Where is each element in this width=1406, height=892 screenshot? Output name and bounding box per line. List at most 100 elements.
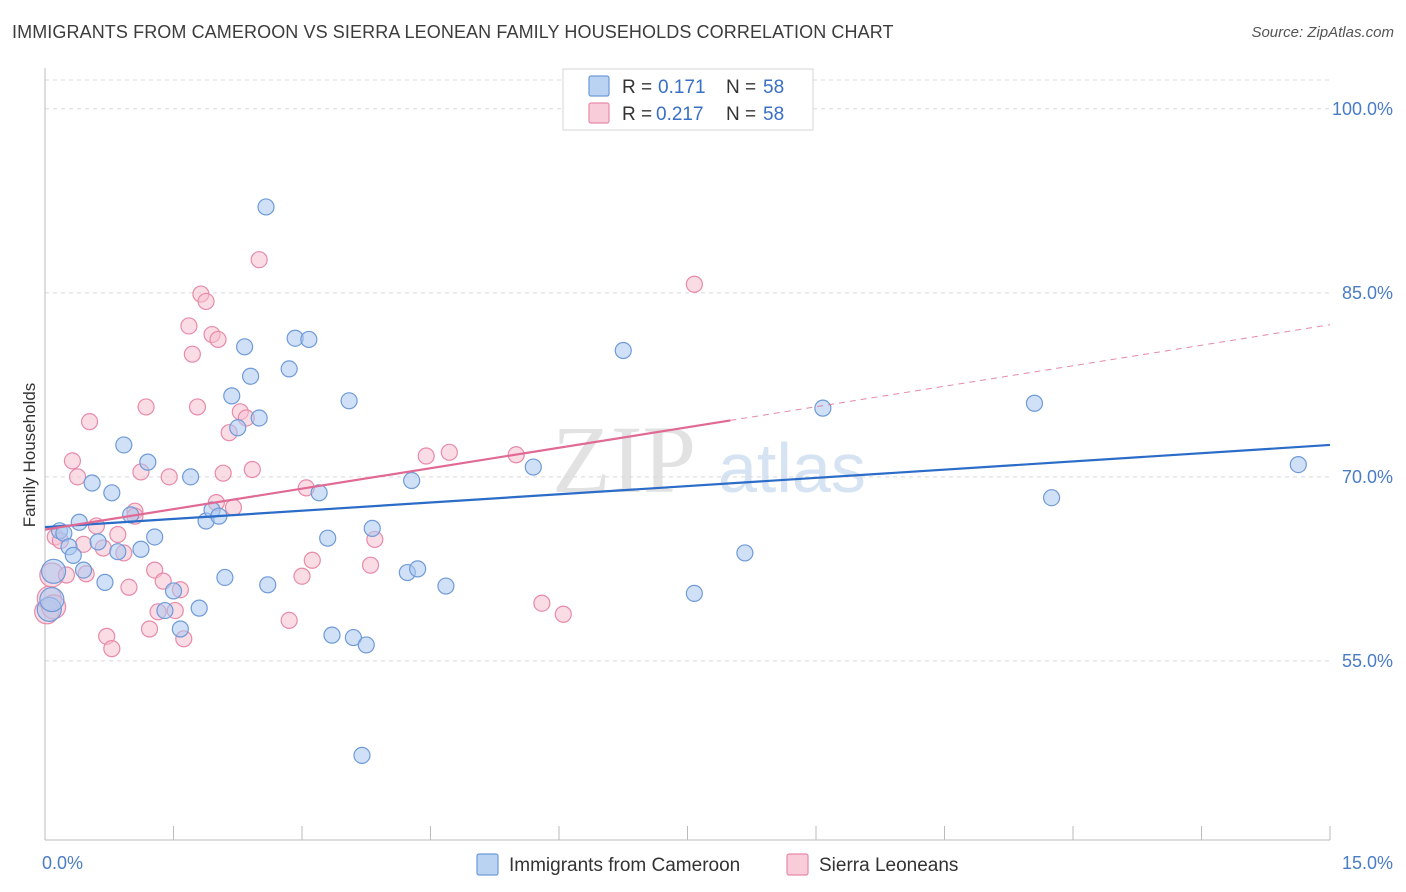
- legend-r-label: R =: [622, 77, 652, 98]
- sierra-leonean-point: [209, 330, 227, 349]
- cameroon-point: [259, 576, 277, 594]
- cameroon-point: [96, 573, 114, 591]
- cameroon-point: [685, 584, 703, 603]
- bottom-legend-label-sierra-leoneans: Sierra Leoneans: [819, 855, 958, 876]
- grid-lines: [45, 79, 1330, 662]
- bottom-legend-swatch-cameroon: [476, 853, 499, 876]
- sierra-leonean-point: [180, 317, 198, 335]
- cameroon-point: [250, 409, 268, 427]
- cameroon-point: [223, 387, 241, 405]
- cameroon-point: [357, 636, 375, 654]
- sierra-leonean-point: [103, 640, 121, 658]
- cameroon-point: [437, 577, 455, 595]
- sierra-leonean-point: [303, 551, 321, 569]
- sierra-leonean-point: [63, 452, 82, 470]
- cameroon-point: [171, 620, 189, 638]
- cameroon-point: [403, 471, 421, 490]
- cameroon-point: [340, 392, 358, 410]
- cameroon-trend-line: [44, 443, 1331, 529]
- cameroon-point: [1042, 489, 1061, 507]
- cameroon-point: [257, 198, 275, 216]
- cameroon-point: [409, 560, 427, 578]
- cameroon-point: [280, 360, 298, 378]
- bottom-legend-label-cameroon: Immigrants from Cameroon: [509, 855, 740, 876]
- cameroon-point: [319, 529, 337, 547]
- y-tick-label: 100.0%: [1332, 99, 1393, 119]
- cameroon-point: [614, 341, 632, 360]
- sierra-leonean-trend-extension: [730, 324, 1331, 421]
- sierra-leonean-point: [280, 611, 298, 629]
- cameroon-point: [736, 544, 754, 562]
- cameroon-point: [310, 484, 328, 502]
- watermark-atlas: atlas: [718, 429, 866, 507]
- bottom-legend-swatch-sierra-leoneans: [786, 853, 809, 876]
- sierra-leonean-point: [183, 345, 201, 363]
- cameroon-point: [229, 419, 247, 437]
- legend-n-label: N =: [726, 104, 756, 125]
- legend-swatch-cameroon: [588, 75, 610, 97]
- cameroon-point: [242, 367, 260, 385]
- sierra-leonean-trend-line: [44, 419, 731, 531]
- cameroon-point: [363, 519, 381, 537]
- cameroon-point: [103, 484, 121, 502]
- sierra-leonean-point: [140, 620, 159, 638]
- legend-n-label: N =: [726, 77, 756, 98]
- cameroon-point: [146, 528, 164, 546]
- sierra-leonean-point: [293, 567, 311, 585]
- cameroon-point: [40, 558, 67, 584]
- sierra-leonean-point: [197, 292, 215, 311]
- x-tick-labels: 0.0% 15.0%: [42, 853, 1393, 873]
- cameroon-point: [64, 546, 82, 564]
- chart-title: IMMIGRANTS FROM CAMEROON VS SIERRA LEONE…: [12, 22, 894, 42]
- legend-r-label: R =: [622, 104, 652, 125]
- sierra-leonean-point: [109, 525, 127, 544]
- cameroon-point: [190, 599, 208, 617]
- legend-n-value: 58: [763, 77, 784, 98]
- legend-r-value: 0.171: [658, 77, 706, 98]
- cameroon-point: [300, 330, 318, 349]
- cameroon-point: [353, 746, 371, 764]
- sierra-leonean-point: [440, 443, 458, 461]
- top-legend: R = 0.171 N = 58 R = 0.217 N = 58: [562, 68, 814, 131]
- cameroon-point: [74, 561, 93, 579]
- cameroon-point: [139, 453, 157, 471]
- cameroon-point: [814, 399, 832, 417]
- cameroon-point: [156, 601, 174, 620]
- sierra-leonean-point: [417, 447, 435, 465]
- x-tick-label: 0.0%: [42, 853, 83, 873]
- cameroon-point: [115, 436, 133, 454]
- bottom-legend: Immigrants from Cameroon Sierra Leoneans: [476, 853, 958, 876]
- sierra-leonean-point: [250, 251, 268, 269]
- cameroon-point: [524, 458, 542, 476]
- sierra-leonean-point: [224, 498, 243, 517]
- cameroon-points: [36, 198, 1307, 764]
- sierra-leonean-point: [533, 594, 551, 612]
- trend-lines: [44, 324, 1331, 531]
- sierra-leonean-point: [80, 413, 99, 431]
- sierra-leonean-point: [243, 460, 261, 479]
- cameroon-point: [216, 568, 234, 587]
- sierra-leonean-point: [361, 556, 380, 574]
- cameroon-point: [89, 533, 107, 551]
- sierra-leonean-point: [685, 275, 703, 293]
- cameroon-point: [39, 586, 65, 613]
- legend-r-value: 0.217: [656, 104, 704, 125]
- axes: [44, 68, 1331, 841]
- sierra-leonean-point: [554, 605, 572, 623]
- cameroon-point: [236, 338, 254, 356]
- y-axis-title: Family Households: [20, 383, 39, 528]
- legend-n-value: 58: [763, 104, 784, 125]
- x-tick-label: 15.0%: [1342, 853, 1393, 873]
- sierra-leonean-point: [120, 578, 138, 596]
- cameroon-point: [132, 540, 150, 558]
- legend-swatch-sierra-leoneans: [588, 102, 610, 124]
- y-tick-labels: 55.0% 70.0% 85.0% 100.0%: [1332, 99, 1393, 671]
- sierra-leonean-point: [214, 464, 232, 482]
- y-tick-label: 70.0%: [1342, 467, 1393, 487]
- sierra-leonean-point: [68, 468, 87, 486]
- cameroon-point: [109, 543, 127, 561]
- cameroon-point: [182, 468, 200, 486]
- watermark-zip: ZIP: [552, 406, 696, 513]
- watermark: ZIP atlas: [552, 406, 866, 513]
